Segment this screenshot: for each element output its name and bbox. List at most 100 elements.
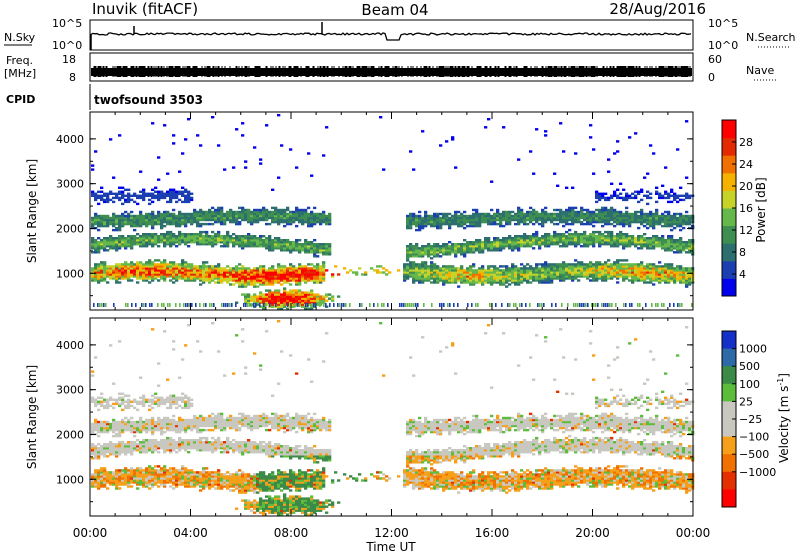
power-cell [478, 239, 482, 242]
power-cell [613, 265, 617, 268]
power-cell [91, 243, 95, 246]
power-cell [277, 247, 281, 250]
power-cell [313, 253, 317, 256]
power-cell [685, 275, 689, 278]
power-cell [637, 235, 641, 238]
power-cell [423, 303, 425, 307]
power-cell [418, 214, 422, 218]
power-cell [361, 303, 363, 307]
power-cell [673, 222, 677, 226]
power-cell [286, 239, 290, 242]
power-colorbar-tick-label: 12 [739, 224, 753, 237]
power-cell [679, 222, 683, 226]
power-cell [688, 251, 692, 254]
power-cell [94, 214, 98, 218]
power-cell [535, 233, 539, 236]
power-cell [553, 214, 557, 218]
power-cell [622, 277, 626, 280]
velocity-cell [118, 449, 122, 452]
power-cell [433, 267, 437, 270]
power-cell [103, 239, 107, 242]
power-cell [622, 269, 626, 272]
power-cell [115, 263, 119, 266]
power-cell [604, 230, 608, 234]
power-cell [409, 220, 413, 224]
power-cell [271, 297, 275, 300]
power-cell [493, 249, 497, 252]
velocity-cell [100, 422, 104, 426]
power-cell [289, 299, 293, 302]
power-cell [154, 241, 158, 244]
power-cell [550, 243, 554, 246]
power-cell [541, 265, 545, 268]
power-cell [682, 194, 686, 197]
power-cell [268, 297, 272, 300]
power-cell [232, 239, 236, 242]
power-cell [97, 273, 101, 276]
power-cell [436, 267, 440, 270]
power-cell [403, 271, 407, 274]
power-cell [316, 220, 320, 224]
power-cell [418, 216, 422, 220]
power-cell [103, 224, 107, 228]
power-cell [151, 233, 155, 236]
power-cell [640, 275, 644, 278]
power-cell [136, 222, 140, 226]
power-cell [475, 239, 479, 242]
power-cell [682, 222, 686, 226]
power-cell [163, 212, 167, 216]
power-cell [475, 212, 479, 216]
power-cell [436, 251, 440, 254]
power-cell [151, 269, 155, 272]
power-cell [274, 291, 278, 294]
power-cell [561, 303, 563, 307]
power-cell [187, 190, 191, 193]
power-cell [625, 218, 629, 222]
power-cell [511, 210, 515, 214]
power-cell [532, 212, 536, 216]
power-cell [142, 192, 146, 195]
power-cell [139, 269, 143, 272]
velocity-cell [103, 485, 107, 488]
power-cell [259, 281, 263, 284]
power-cell [286, 249, 290, 252]
velocity-cell [115, 469, 119, 472]
power-cell [130, 261, 134, 264]
power-cell [172, 218, 176, 222]
power-cell [469, 277, 473, 280]
power-cell [208, 277, 212, 280]
power-cell [151, 263, 155, 266]
power-cell [499, 218, 503, 222]
power-cell [556, 241, 560, 244]
power-cell [211, 230, 215, 234]
power-cell [475, 210, 479, 214]
power-cell [585, 303, 587, 307]
power-cell [661, 271, 665, 274]
power-cell [127, 303, 129, 307]
power-cell [667, 275, 671, 278]
power-cell [229, 216, 233, 220]
power-cell [293, 303, 295, 307]
power-cell [316, 297, 320, 300]
power-cell [532, 239, 536, 242]
power-cell [310, 174, 314, 177]
power-cell [634, 194, 638, 197]
power-cell [316, 245, 320, 248]
power-cell [604, 243, 608, 246]
power-cell [253, 277, 257, 280]
power-cell [670, 269, 674, 272]
power-cell [643, 277, 647, 280]
power-cell [598, 196, 602, 200]
power-cell [493, 271, 497, 274]
power-cell [280, 277, 284, 280]
power-cell [244, 239, 248, 242]
power-cell [649, 144, 653, 147]
power-cell [307, 295, 311, 298]
power-cell [190, 214, 194, 218]
power-cell [409, 214, 413, 218]
power-cell [493, 245, 497, 248]
power-cell [685, 176, 689, 179]
power-cell [355, 271, 359, 274]
power-cell [115, 277, 119, 280]
power-cell [91, 269, 95, 272]
